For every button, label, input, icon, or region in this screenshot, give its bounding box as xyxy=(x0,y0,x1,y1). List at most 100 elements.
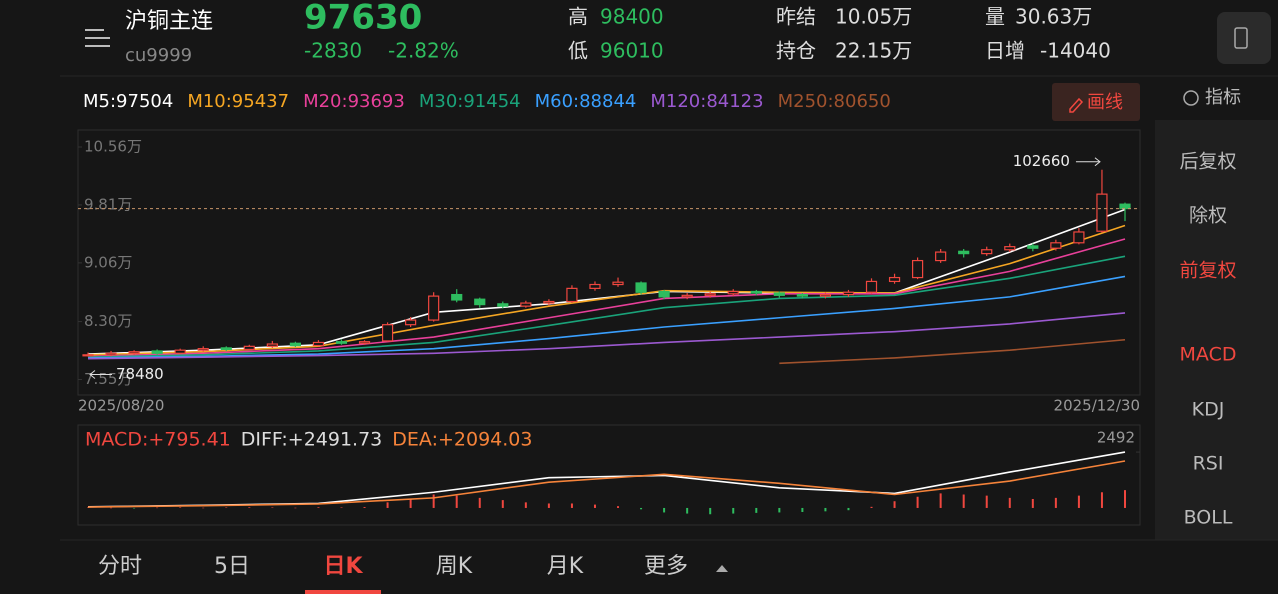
candle-body xyxy=(1096,193,1108,232)
indicator-line xyxy=(87,238,1126,358)
sidebar-item[interactable]: 后复权 xyxy=(1179,151,1236,173)
macd-bar xyxy=(547,503,550,508)
legend-entry: DIFF:+2491.73 xyxy=(241,429,383,451)
x-tick-label: 2025/08/20 xyxy=(78,397,164,415)
macd-bar xyxy=(271,507,274,509)
sidebar-panel xyxy=(1155,120,1278,540)
macd-bar xyxy=(985,495,988,508)
candle-body xyxy=(658,290,670,298)
macd-bar xyxy=(686,507,689,514)
tab-bar: 分时 5日 日K 周K 月K 更多 xyxy=(98,554,688,594)
sidebar-item[interactable]: 前复权 xyxy=(1179,260,1236,282)
macd-bar xyxy=(478,497,481,508)
macd-bar xyxy=(916,496,919,508)
macd-bar xyxy=(824,507,827,512)
indicator-label[interactable]: 指标 xyxy=(1205,87,1241,108)
tab[interactable]: 日K xyxy=(323,554,363,579)
macd-bar xyxy=(1008,497,1011,508)
button-label: 画线 xyxy=(1087,92,1123,113)
macd-bar xyxy=(340,507,343,509)
price-change-pct: -2.82% xyxy=(388,39,459,63)
macd-bar xyxy=(225,507,228,509)
draw-line-button[interactable]: 画线 xyxy=(1052,83,1140,121)
candle-body xyxy=(151,350,163,354)
device-icon xyxy=(1234,27,1248,49)
legend-entry: M30:91454 xyxy=(419,91,521,112)
tab[interactable]: 更多 xyxy=(644,554,688,579)
candle-body xyxy=(681,294,693,298)
macd-bar xyxy=(455,495,458,508)
candle-body xyxy=(865,280,878,293)
tab[interactable]: 5日 xyxy=(214,554,250,579)
macd-bar xyxy=(663,507,666,513)
y-tick-label: 9.81万 xyxy=(84,195,132,213)
tab-underline xyxy=(305,590,381,594)
macd-bar xyxy=(640,507,643,510)
candle-body xyxy=(888,276,901,283)
candle-body xyxy=(497,303,509,307)
macd-bar xyxy=(317,507,320,508)
macd-bar xyxy=(962,494,965,508)
price-change: -2830 xyxy=(304,39,362,63)
last-price: 97630 xyxy=(304,0,422,38)
candle-body xyxy=(128,351,140,354)
candle-body xyxy=(635,282,647,293)
button-bg xyxy=(1217,12,1271,64)
legend-entry: M60:88844 xyxy=(535,91,637,112)
macd-bar xyxy=(432,494,435,508)
sidebar-item[interactable]: MACD xyxy=(1180,344,1237,366)
candle-body xyxy=(358,341,371,344)
macd-bar xyxy=(202,507,205,509)
sidebar-item[interactable]: RSI xyxy=(1193,453,1224,475)
sidebar-item[interactable]: 除权 xyxy=(1189,205,1227,227)
indicator-line xyxy=(87,255,1126,358)
pencil-icon xyxy=(1069,97,1084,113)
tab[interactable]: 分时 xyxy=(98,554,142,579)
macd-bar xyxy=(363,507,366,508)
y-tick-label: 10.56万 xyxy=(84,137,142,155)
candle-body xyxy=(105,352,117,356)
max-arrowhead xyxy=(1094,157,1101,167)
candle-body xyxy=(773,292,785,296)
candle-body xyxy=(220,347,232,351)
candle-body xyxy=(566,287,578,303)
macd-bar xyxy=(87,507,89,509)
indicator-icon xyxy=(1183,90,1199,106)
tab[interactable]: 月K xyxy=(547,554,584,579)
macd-bar xyxy=(778,507,781,513)
macd-bar xyxy=(870,506,873,508)
macd-bar xyxy=(1100,492,1103,508)
indicator-line xyxy=(87,460,1126,508)
tab[interactable]: 周K xyxy=(436,554,473,579)
indicator-line xyxy=(87,275,1126,359)
macd-bar xyxy=(1124,490,1126,508)
macd-bar xyxy=(179,507,182,508)
candle-body xyxy=(312,341,325,347)
device-button[interactable] xyxy=(1217,12,1271,64)
menu-icon[interactable] xyxy=(85,29,110,47)
candle-body xyxy=(958,250,970,255)
candle-body xyxy=(82,354,94,357)
instrument-name: 沪铜主连 xyxy=(125,9,213,34)
macd-bar xyxy=(294,507,297,509)
macd-bar xyxy=(755,507,758,513)
indicator-line xyxy=(779,338,1126,365)
indicator-line xyxy=(87,224,1126,356)
candle-body xyxy=(520,302,532,307)
macd-bar xyxy=(156,507,159,509)
candle-body xyxy=(543,300,555,304)
stat-label: 日增 xyxy=(985,39,1025,63)
sidebar-item[interactable]: KDJ xyxy=(1192,399,1225,421)
stat-label: 昨结 xyxy=(776,5,816,29)
candle-body xyxy=(1027,245,1039,249)
macd-bar xyxy=(1054,497,1057,508)
candle-body xyxy=(197,348,209,351)
candle-body xyxy=(1050,242,1062,249)
instrument-code: cu9999 xyxy=(125,45,192,66)
sidebar-item[interactable]: BOLL xyxy=(1184,507,1233,529)
candle-body xyxy=(474,298,486,306)
stat-value: -14040 xyxy=(1040,39,1111,63)
